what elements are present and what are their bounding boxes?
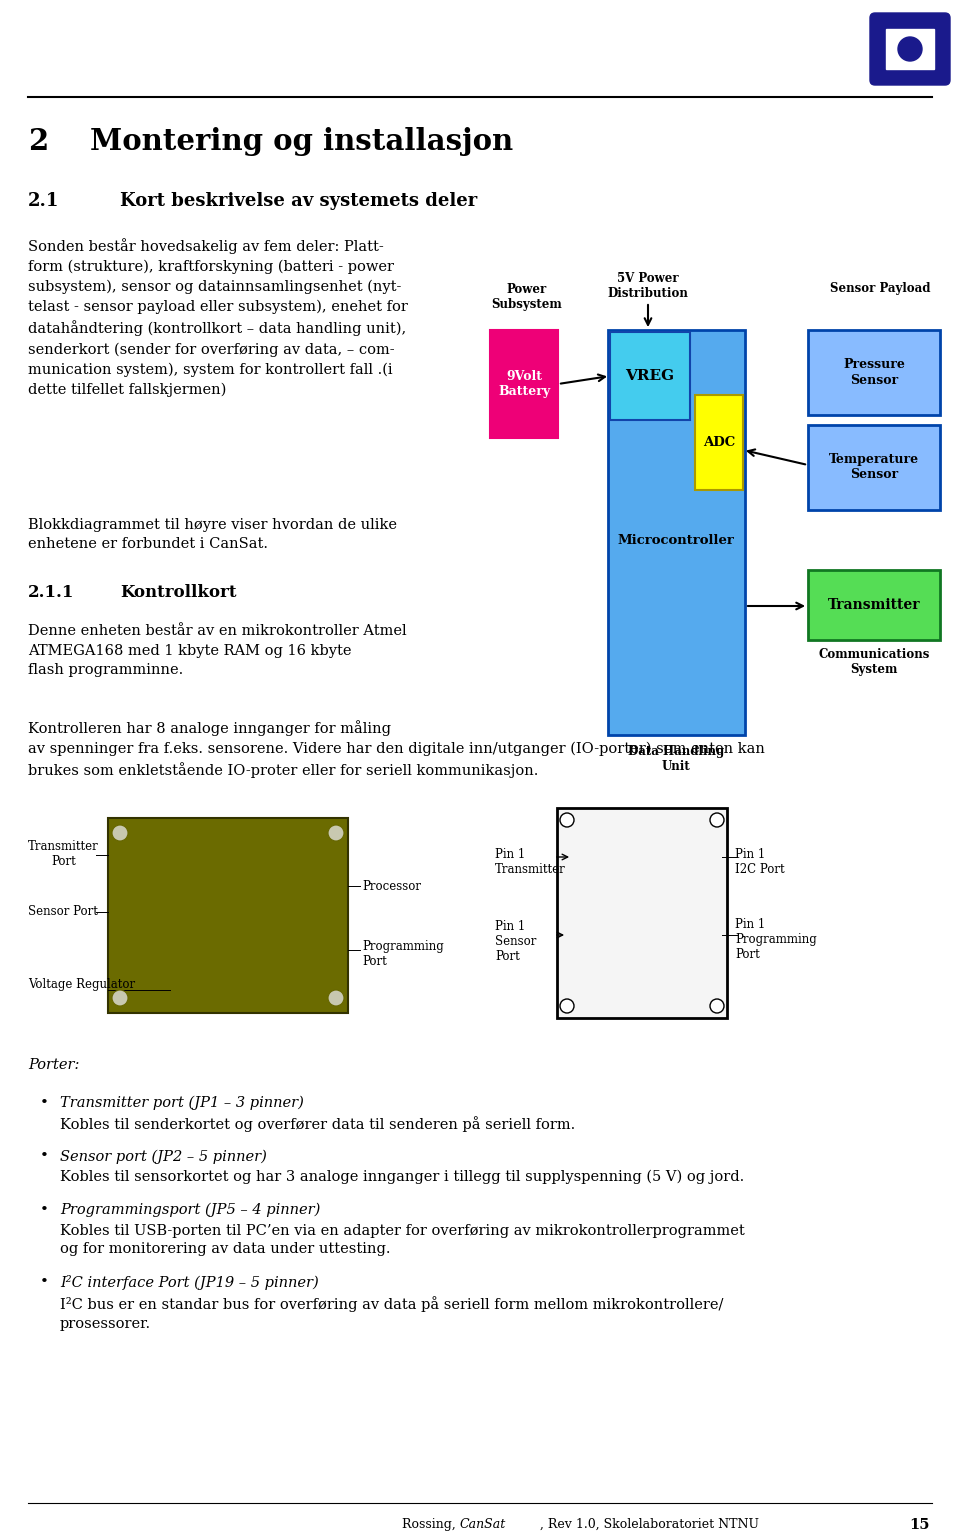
Text: •: • bbox=[40, 1203, 49, 1217]
Text: Microcontroller: Microcontroller bbox=[617, 534, 734, 546]
Text: Pin 1
Programming
Port: Pin 1 Programming Port bbox=[735, 917, 817, 960]
Text: I²C interface Port (JP19 – 5 pinner): I²C interface Port (JP19 – 5 pinner) bbox=[60, 1276, 319, 1291]
FancyBboxPatch shape bbox=[870, 12, 950, 85]
Text: Programmingsport (JP5 – 4 pinner): Programmingsport (JP5 – 4 pinner) bbox=[60, 1203, 321, 1217]
Text: Porter:: Porter: bbox=[28, 1057, 80, 1073]
Text: 2.1.1: 2.1.1 bbox=[28, 583, 74, 602]
Text: •: • bbox=[40, 1276, 49, 1290]
Text: 5V Power
Distribution: 5V Power Distribution bbox=[608, 272, 688, 300]
Text: •: • bbox=[40, 1096, 49, 1110]
Circle shape bbox=[328, 990, 344, 1007]
Text: Transmitter port (JP1 – 3 pinner): Transmitter port (JP1 – 3 pinner) bbox=[60, 1096, 304, 1111]
Circle shape bbox=[710, 813, 724, 826]
Text: Kontrollkort: Kontrollkort bbox=[120, 583, 236, 602]
Bar bbox=[557, 808, 727, 1017]
Circle shape bbox=[560, 813, 574, 826]
Circle shape bbox=[898, 37, 922, 62]
Text: Pin 1
Transmitter: Pin 1 Transmitter bbox=[495, 848, 565, 876]
Text: ADC: ADC bbox=[703, 436, 735, 449]
Circle shape bbox=[560, 999, 574, 1013]
Text: Rossing,: Rossing, bbox=[402, 1517, 460, 1531]
Text: Kontrolleren har 8 analoge innganger for måling
av spenninger fra f.eks. sensore: Kontrolleren har 8 analoge innganger for… bbox=[28, 720, 765, 779]
Bar bbox=[808, 569, 940, 640]
Text: Programming
Port: Programming Port bbox=[362, 940, 444, 968]
Text: Montering og installasjon: Montering og installasjon bbox=[90, 128, 514, 155]
Text: , Rev 1.0, Skolelaboratoriet NTNU: , Rev 1.0, Skolelaboratoriet NTNU bbox=[540, 1517, 759, 1531]
Text: Temperature
Sensor: Temperature Sensor bbox=[828, 454, 919, 482]
Text: I²C bus er en standar bus for overføring av data på seriell form mellom mikrokon: I²C bus er en standar bus for overføring… bbox=[60, 1296, 724, 1331]
Text: Power
Subsystem: Power Subsystem bbox=[492, 283, 563, 311]
Bar bbox=[695, 396, 743, 489]
Text: Denne enheten består av en mikrokontroller Atmel
ATMEGA168 med 1 kbyte RAM og 16: Denne enheten består av en mikrokontroll… bbox=[28, 623, 407, 677]
Text: Sensor Port: Sensor Port bbox=[28, 905, 98, 917]
Bar bbox=[808, 329, 940, 416]
Text: Sonden består hovedsakelig av fem deler: Platt-
form (strukture), kraftforskynin: Sonden består hovedsakelig av fem deler:… bbox=[28, 239, 408, 397]
Text: Sensor Payload: Sensor Payload bbox=[829, 282, 930, 295]
Bar bbox=[490, 329, 558, 439]
Text: CanSat: CanSat bbox=[460, 1517, 506, 1531]
Bar bbox=[808, 425, 940, 509]
Bar bbox=[610, 332, 690, 420]
Text: Processor: Processor bbox=[362, 880, 421, 893]
Text: 2.1: 2.1 bbox=[28, 192, 60, 209]
Text: Kobles til sensorkortet og har 3 analoge innganger i tillegg til supplyspenning : Kobles til sensorkortet og har 3 analoge… bbox=[60, 1170, 744, 1185]
Text: Pressure
Sensor: Pressure Sensor bbox=[843, 359, 905, 386]
Text: VREG: VREG bbox=[625, 369, 675, 383]
Circle shape bbox=[112, 825, 128, 840]
Text: Voltage Regulator: Voltage Regulator bbox=[28, 977, 135, 991]
Circle shape bbox=[112, 990, 128, 1007]
Text: Pin 1
Sensor
Port: Pin 1 Sensor Port bbox=[495, 920, 537, 963]
Text: Kobles til USB-porten til PC’en via en adapter for overføring av mikrokontroller: Kobles til USB-porten til PC’en via en a… bbox=[60, 1224, 745, 1256]
Text: •: • bbox=[40, 1150, 49, 1163]
Bar bbox=[886, 29, 934, 69]
Bar bbox=[608, 329, 745, 736]
Text: Sensor port (JP2 – 5 pinner): Sensor port (JP2 – 5 pinner) bbox=[60, 1150, 267, 1163]
Text: Blokkdiagrammet til høyre viser hvordan de ulike
enhetene er forbundet i CanSat.: Blokkdiagrammet til høyre viser hvordan … bbox=[28, 519, 397, 551]
Text: Transmitter: Transmitter bbox=[828, 599, 921, 613]
Circle shape bbox=[328, 825, 344, 840]
Text: 2: 2 bbox=[28, 128, 48, 155]
Bar bbox=[108, 819, 348, 1013]
Text: 9Volt
Battery: 9Volt Battery bbox=[498, 369, 550, 399]
Text: Kort beskrivelse av systemets deler: Kort beskrivelse av systemets deler bbox=[120, 192, 477, 209]
Text: Communications
System: Communications System bbox=[818, 648, 929, 676]
Text: Pin 1
I2C Port: Pin 1 I2C Port bbox=[735, 848, 784, 876]
Text: Kobles til senderkortet og overfører data til senderen på seriell form.: Kobles til senderkortet og overfører dat… bbox=[60, 1116, 575, 1133]
Text: Data Handling
Unit: Data Handling Unit bbox=[628, 745, 724, 773]
Text: Transmitter
Port: Transmitter Port bbox=[28, 840, 99, 868]
Circle shape bbox=[710, 999, 724, 1013]
Text: 15: 15 bbox=[909, 1517, 930, 1531]
